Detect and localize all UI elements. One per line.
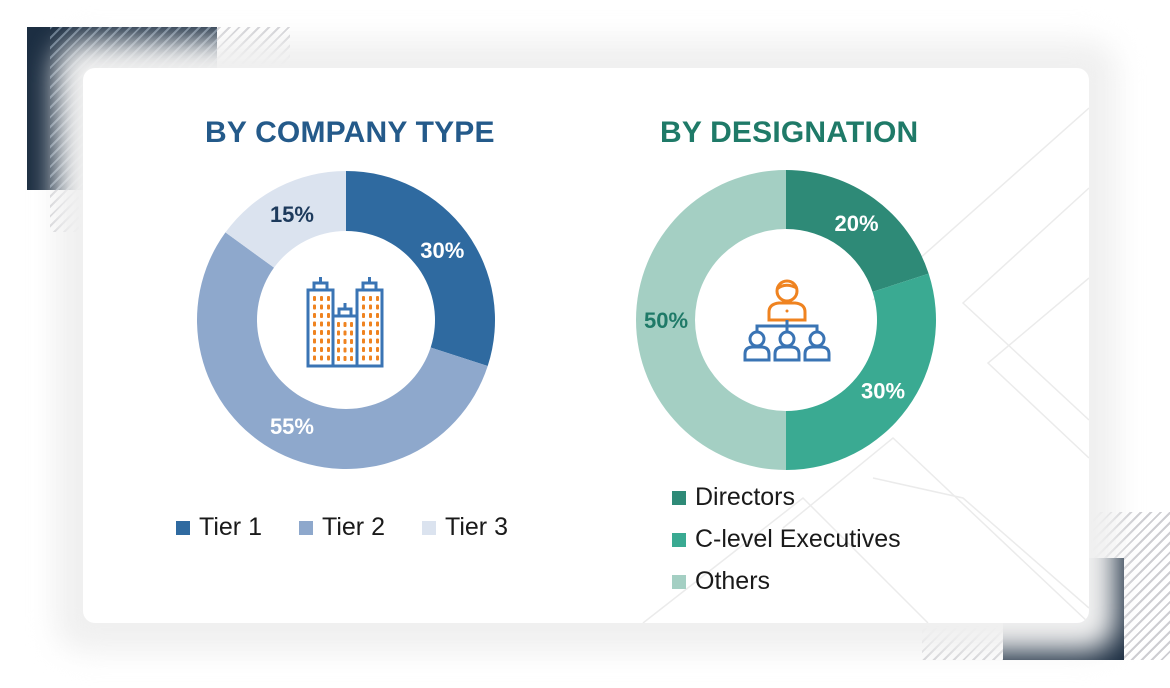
legend-swatch xyxy=(299,520,313,535)
legend-item-tier-2: Tier 2 xyxy=(299,513,385,542)
org-hierarchy-icon xyxy=(743,279,831,362)
legend-item-directors: Directors xyxy=(672,483,795,512)
office-buildings-icon xyxy=(306,277,384,368)
legend-label: Tier 1 xyxy=(199,513,262,541)
legend-swatch xyxy=(672,532,686,547)
legend-item-tier-1: Tier 1 xyxy=(176,513,262,542)
legend-swatch xyxy=(422,520,436,535)
donut-slice-directors xyxy=(786,170,929,292)
donut-slice-tier-3 xyxy=(225,171,346,268)
legend-label: Tier 2 xyxy=(322,513,385,541)
slice-percent-label: 20% xyxy=(835,211,879,236)
legend-label: C-level Executives xyxy=(695,525,901,553)
legend-label: Directors xyxy=(695,483,796,511)
legend-label: Tier 3 xyxy=(445,513,508,541)
legend-swatch xyxy=(672,574,686,589)
donut-slice-tier-2 xyxy=(197,232,488,469)
slice-percent-label: 30% xyxy=(420,238,464,263)
slice-percent-label: 55% xyxy=(270,414,314,439)
donut-slice-others xyxy=(636,170,786,470)
legend-item-c-level-executives: C-level Executives xyxy=(672,525,901,554)
designation-title: BY DESIGNATION xyxy=(660,116,919,149)
legend-item-others: Others xyxy=(672,567,770,596)
chart-card: BY COMPANY TYPE BY DESIGNATION 30% 55% 15%… xyxy=(83,68,1089,623)
chevron-lines-decoration xyxy=(642,107,1089,623)
company-type-title: BY COMPANY TYPE xyxy=(205,116,495,149)
legend-item-tier-3: Tier 3 xyxy=(422,513,508,542)
donut-slice-c-level-executives xyxy=(786,273,936,470)
slice-percent-label: 15% xyxy=(270,202,314,227)
donut-slice-tier-1 xyxy=(346,171,495,367)
legend-swatch xyxy=(176,520,190,535)
company-type-donut-chart: 30% 55% 15% xyxy=(197,171,495,469)
designation-donut-chart: 20% 30% 50% xyxy=(636,170,936,470)
legend-swatch xyxy=(672,490,686,505)
legend-label: Others xyxy=(695,567,771,595)
slice-percent-label: 50% xyxy=(644,308,688,333)
slice-percent-label: 30% xyxy=(861,379,905,404)
